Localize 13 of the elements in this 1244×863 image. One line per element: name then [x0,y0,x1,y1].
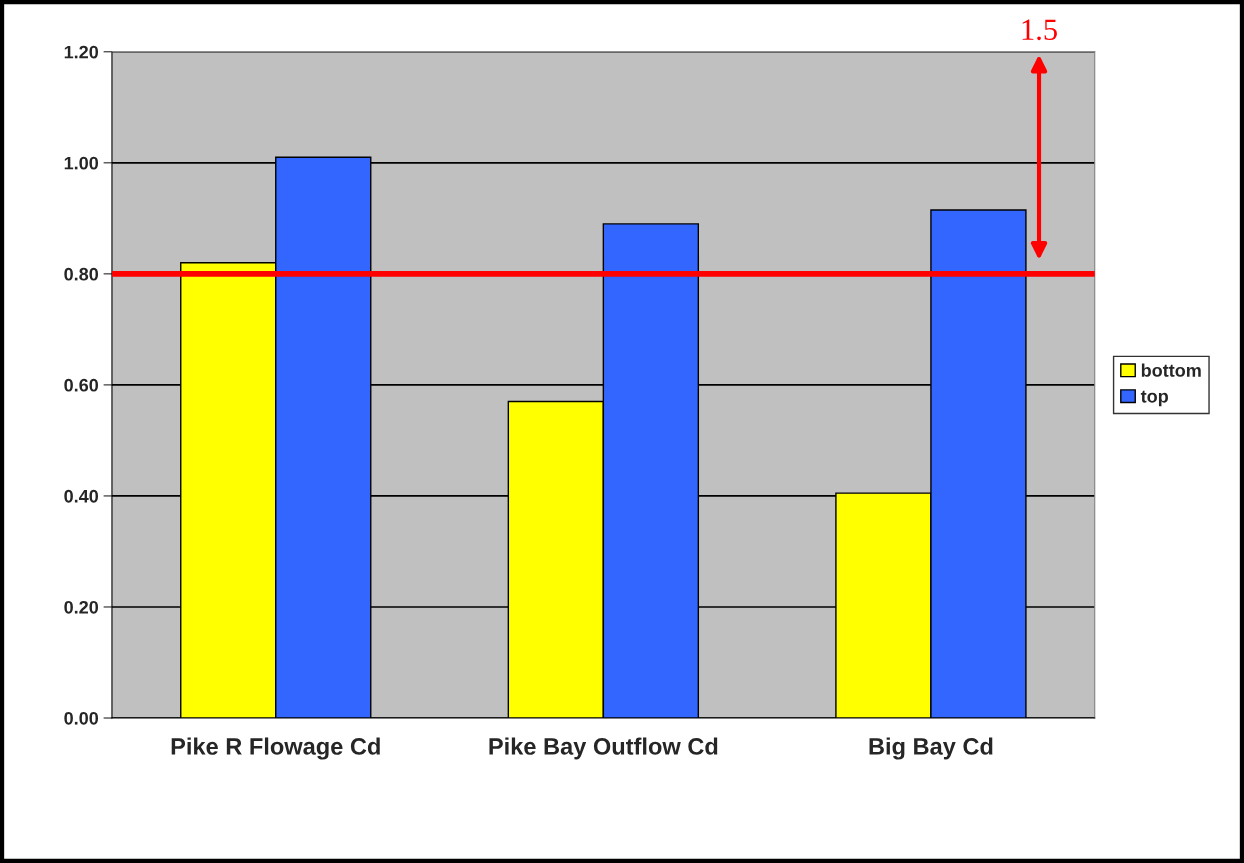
x-tick-label: Pike R Flowage Cd [171,737,380,760]
text: 1.5 [1022,19,1057,41]
legend-label: bottom [1141,363,1201,377]
x-tick-label: Big Bay Cd [869,737,993,760]
y-tick-label: 1.20 [64,45,99,59]
y-tick-label: 0.00 [64,711,99,725]
legend-label: top [1140,390,1168,407]
x-tick-label: Pike Bay Outflow Cd [489,737,718,760]
y-tick-label: 0.40 [64,489,99,503]
y-tick-label: 1.00 [64,156,99,170]
y-tick-label: 0.20 [64,600,99,614]
y-tick-label: 0.80 [64,267,99,281]
y-tick-label: 0.60 [64,378,99,392]
